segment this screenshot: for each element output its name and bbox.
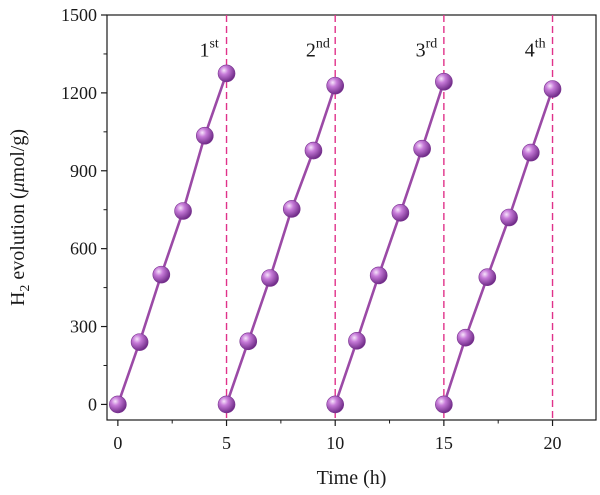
cycle-4-point [478, 268, 497, 287]
cycle-3-label: 3rd [416, 37, 438, 62]
cycle-1-point [196, 126, 214, 145]
cycle-1-line [116, 72, 228, 405]
y-tick-label: 900 [70, 161, 97, 181]
x-tick-label: 20 [544, 433, 562, 453]
y-tick-label: 600 [70, 239, 97, 259]
plot-layer: 0 5 10 15 20 0 300 600 900 1200 1500 1st 2nd 3rd 4th Ti… [7, 5, 597, 489]
cycle-2-point [239, 332, 258, 351]
cycle-2-label: 2nd [306, 37, 330, 62]
cycle-4-line [442, 88, 554, 405]
y-axis-title: H2 evolution (μmol/g) [7, 129, 33, 306]
cycle-4-point [456, 328, 475, 347]
cycle-1-point [174, 202, 192, 220]
cycle-2-point [304, 141, 323, 160]
cycle-3-point [413, 139, 431, 158]
cycle-4-point [435, 395, 453, 414]
cycle-1-point [152, 265, 171, 284]
cycle-3-point [348, 332, 366, 350]
cycle-3-line [333, 81, 446, 405]
y-tick-label: 1500 [61, 5, 97, 25]
cycle-3-point [369, 266, 388, 285]
x-axis-title: Time (h) [317, 467, 387, 489]
plot-frame [106, 14, 597, 421]
cycle-1-label: 1st [199, 37, 218, 62]
cycle-1-point [217, 64, 236, 83]
y-tick-label: 0 [88, 394, 97, 414]
cycle-2-line [225, 85, 337, 405]
cycle-4-point [521, 143, 540, 162]
cycle-4-point [543, 80, 562, 98]
x-tick-label: 0 [113, 433, 122, 453]
cycle-1-point [130, 333, 149, 351]
y-tick-label: 1200 [61, 83, 97, 103]
cycle-3-point [326, 395, 345, 414]
cycle-3-point [435, 72, 453, 91]
cycle-4-label: 4th [525, 37, 546, 62]
cycle-1-point [109, 395, 127, 414]
x-tick-label: 5 [222, 433, 231, 453]
x-tick-label: 15 [435, 433, 453, 453]
cycle-2-point [217, 395, 236, 414]
cycle-2-point [261, 269, 279, 287]
y-tick-label: 300 [70, 317, 97, 337]
cycle-3-point [391, 204, 410, 222]
cycle-2-point [326, 76, 345, 95]
cycle-4-point [500, 208, 518, 227]
x-tick-label: 10 [326, 433, 344, 453]
cycle-2-point [282, 200, 301, 218]
